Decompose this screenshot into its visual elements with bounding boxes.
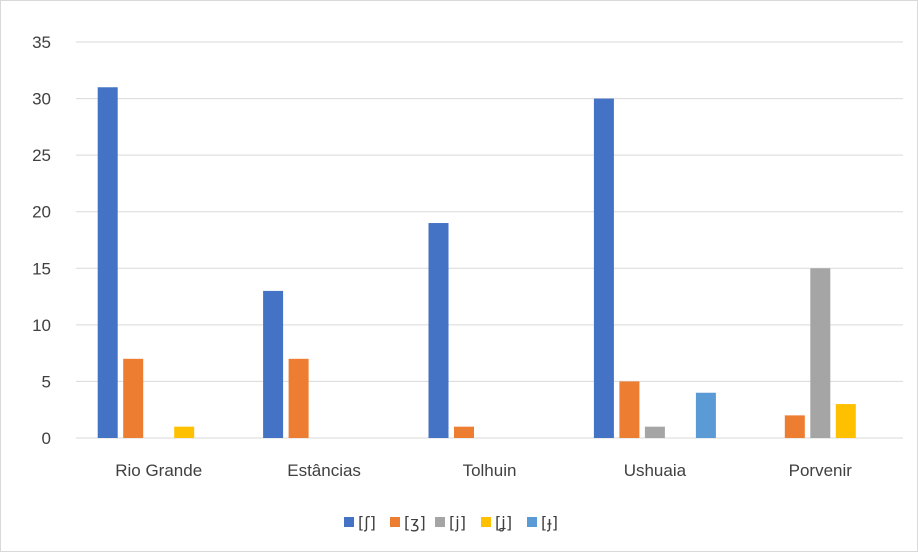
y-tick-label: 10 xyxy=(32,316,51,335)
y-tick-label: 5 xyxy=(42,372,51,391)
bar xyxy=(644,426,665,438)
bar xyxy=(454,426,474,438)
bar xyxy=(97,87,118,438)
x-tick-label: Rio Grande xyxy=(115,461,202,480)
legend-swatch xyxy=(344,517,354,527)
bar xyxy=(835,404,856,438)
bar xyxy=(123,358,144,438)
bar xyxy=(288,358,309,438)
legend-swatch xyxy=(481,517,491,527)
y-tick-label: 25 xyxy=(32,146,51,165)
bar xyxy=(263,290,284,438)
bar xyxy=(619,381,640,438)
x-tick-label: Porvenir xyxy=(789,461,853,480)
bar xyxy=(810,268,831,438)
legend-swatch xyxy=(527,517,537,527)
legend-label: [j] xyxy=(449,513,466,532)
bar xyxy=(784,415,805,438)
x-tick-label: Tolhuin xyxy=(463,461,517,480)
legend-label: [ʝ] xyxy=(495,513,512,532)
y-axis: 0 5 10 15 20 25 30 35 xyxy=(32,33,51,448)
legend: [ʃ] [ʒ] [j] [ʝ] [ɟ] xyxy=(344,513,558,532)
legend-label: [ʒ] xyxy=(404,513,426,532)
x-axis: Rio Grande Estâncias Tolhuin Ushuaia Porveni… xyxy=(115,461,852,480)
y-tick-label: 30 xyxy=(32,90,51,109)
x-tick-label: Ushuaia xyxy=(624,461,687,480)
y-tick-label: 35 xyxy=(32,33,51,52)
y-tick-label: 15 xyxy=(32,259,51,278)
y-tick-label: 20 xyxy=(32,203,51,222)
y-tick-label: 0 xyxy=(42,429,51,448)
gridlines xyxy=(76,41,903,439)
legend-swatch xyxy=(435,517,445,527)
bar xyxy=(593,98,614,439)
bar xyxy=(174,426,195,438)
legend-label: [ʃ] xyxy=(358,513,376,532)
legend-label: [ɟ] xyxy=(541,513,558,532)
bar xyxy=(695,392,716,438)
bar xyxy=(428,223,449,438)
plot-area xyxy=(97,87,856,439)
x-tick-label: Estâncias xyxy=(287,461,361,480)
legend-swatch xyxy=(390,517,400,527)
